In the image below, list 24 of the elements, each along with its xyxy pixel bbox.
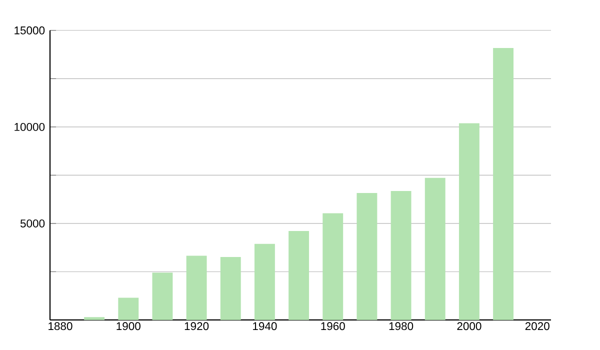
y-tick-label: 10000 — [14, 122, 45, 131]
bar — [288, 230, 310, 320]
bar — [493, 48, 514, 320]
bar — [220, 257, 241, 320]
bar — [390, 191, 412, 320]
bar — [458, 123, 480, 320]
x-tick-label: 1920 — [184, 322, 209, 330]
x-tick-label: 1980 — [389, 322, 414, 330]
x-tick-label: 1880 — [48, 322, 72, 330]
bar — [118, 298, 139, 320]
y-tick-label: 15000 — [14, 26, 45, 34]
bar — [254, 244, 275, 320]
x-tick-label: 1960 — [321, 322, 345, 330]
y-tick-label: 5000 — [20, 219, 45, 228]
bar — [322, 213, 344, 320]
bar — [84, 317, 105, 320]
x-tick-label: 2000 — [457, 322, 482, 330]
x-tick-label: 1940 — [253, 322, 277, 330]
bar — [186, 256, 207, 320]
bar — [424, 178, 446, 320]
bar — [152, 272, 173, 320]
x-tick-label: 2020 — [525, 322, 550, 330]
bar — [356, 192, 378, 320]
x-tick-label: 1900 — [116, 322, 140, 330]
